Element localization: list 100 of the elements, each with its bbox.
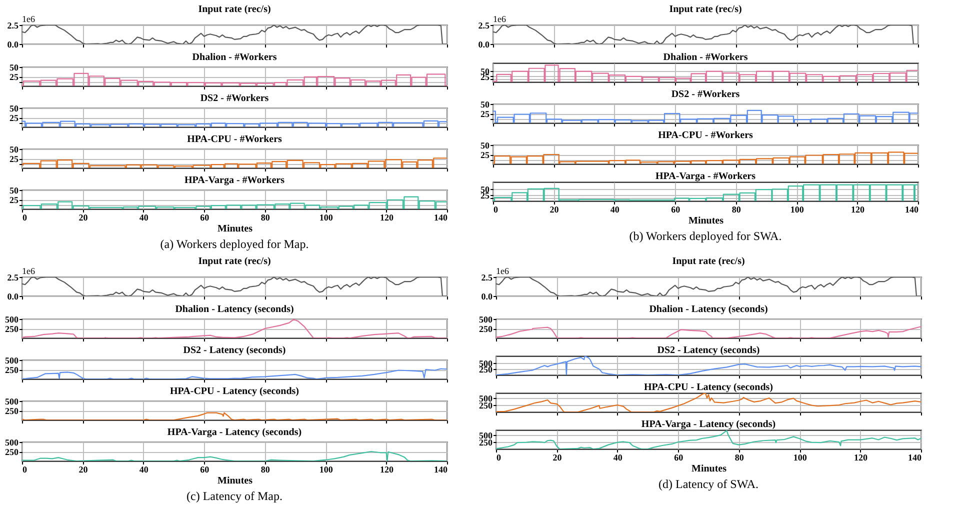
y-tick-label: 50: [10, 62, 19, 72]
x-tick-label: 40: [613, 452, 623, 462]
chart-title: HPA-CPU - #Workers: [187, 134, 282, 145]
chart-title: HPA-Varga - #Workers: [656, 171, 756, 182]
chart-title: Input rate (rec/s): [672, 256, 745, 267]
y-tick-label: 50: [10, 186, 19, 196]
line-series: [496, 356, 921, 375]
y-tick-label: 2.5: [481, 272, 493, 282]
text: 1e6: [496, 266, 510, 276]
text: 1e6: [22, 266, 36, 276]
x-tick-label: 20: [78, 212, 88, 222]
line-series: [496, 393, 921, 412]
chart-title: Dhalion - Latency (seconds): [175, 304, 294, 315]
y-tick-label: 500: [479, 314, 493, 324]
chart-title: HPA-CPU - #Workers: [658, 130, 754, 141]
x-axis-title: Minutes: [218, 476, 253, 486]
x-tick-label: 100: [319, 464, 334, 474]
y-tick-label: 250: [5, 324, 19, 334]
line-series: [496, 326, 921, 338]
y-tick-label: 0.0: [7, 292, 19, 302]
y-tick-label: 25: [480, 109, 490, 119]
y-tick-label: 0.0: [7, 40, 19, 50]
x-tick-label: 60: [200, 212, 210, 222]
line-series: [22, 368, 447, 379]
x-tick-label: 20: [550, 204, 560, 214]
chart-title: DS2 - Latency (seconds): [183, 345, 286, 356]
y-tick-label: 500: [5, 438, 19, 448]
x-axis-title: Minutes: [218, 224, 253, 234]
chart-title: HPA-Varga - #Workers: [184, 175, 285, 186]
y-tick-label: 500: [5, 356, 19, 366]
text: (d) Latency of SWA.: [658, 477, 758, 491]
y-tick-label: 50: [480, 100, 490, 110]
chart-title: Dhalion - #Workers: [663, 52, 748, 63]
x-tick-label: 100: [790, 204, 804, 214]
text: (a) Workers deployed for Map.: [160, 237, 309, 251]
text: 1e6: [22, 14, 36, 24]
y-tick-label: 25: [10, 195, 19, 205]
y-tick-label: 25: [10, 154, 19, 164]
y-tick-label: 250: [479, 324, 493, 334]
x-tick-label: 80: [734, 452, 744, 462]
chart-title: Dhalion - Latency (seconds): [649, 304, 768, 315]
line-series: [22, 25, 447, 44]
line-series: [22, 277, 447, 296]
x-tick-label: 140: [434, 464, 448, 474]
x-tick-label: 120: [380, 464, 394, 474]
x-tick-label: 60: [200, 464, 210, 474]
y-tick-label: 2.5: [7, 20, 19, 30]
y-tick-label: 25: [480, 150, 490, 160]
x-tick-label: 80: [260, 464, 270, 474]
chart-title: HPA-CPU - Latency (seconds): [644, 382, 773, 393]
line-series: [22, 450, 447, 461]
x-tick-label: 40: [610, 204, 620, 214]
y-tick-label: 250: [5, 406, 19, 416]
x-tick-label: 60: [674, 452, 684, 462]
y-tick-label: 2.5: [7, 272, 19, 282]
x-tick-label: 0: [496, 452, 502, 462]
chart-title: DS2 - Latency (seconds): [657, 345, 760, 356]
y-tick-label: 250: [5, 365, 19, 375]
x-tick-label: 100: [319, 212, 334, 222]
line-series: [22, 319, 447, 338]
x-tick-label: 40: [139, 464, 149, 474]
text: (c) Latency of Map.: [186, 489, 282, 503]
y-tick-label: 50: [480, 140, 490, 150]
x-tick-label: 40: [139, 212, 149, 222]
line-series: [493, 25, 918, 44]
x-tick-label: 140: [905, 204, 919, 214]
x-tick-label: 120: [380, 212, 394, 222]
x-tick-label: 20: [552, 452, 562, 462]
x-axis-title: Minutes: [688, 216, 724, 226]
x-tick-label: 0: [494, 204, 498, 214]
chart-title: Input rate (rec/s): [198, 256, 271, 267]
y-tick-label: 25: [10, 72, 19, 82]
y-tick-label: 50: [10, 104, 19, 114]
x-tick-label: 60: [671, 204, 681, 214]
x-tick-label: 140: [434, 212, 448, 222]
chart-title: HPA-Varga - Latency (seconds): [167, 427, 302, 438]
x-tick-label: 0: [22, 464, 28, 474]
chart-title: HPA-Varga - Latency (seconds): [641, 419, 776, 430]
x-tick-label: 100: [793, 452, 808, 462]
y-tick-label: 0.0: [478, 40, 490, 50]
line-series: [22, 412, 447, 420]
chart-title: DS2 - #Workers: [200, 93, 269, 104]
chart-title: Input rate (rec/s): [198, 4, 271, 15]
y-tick-label: 500: [5, 396, 19, 406]
chart-title: DS2 - #Workers: [671, 89, 740, 100]
chart-title: Dhalion - #Workers: [192, 52, 277, 63]
x-tick-label: 20: [78, 464, 88, 474]
line-series: [496, 430, 921, 449]
x-tick-label: 0: [22, 212, 28, 222]
y-tick-label: 500: [5, 314, 19, 324]
y-tick-label: 50: [10, 144, 19, 154]
text: (b) Workers deployed for SWA.: [629, 229, 782, 243]
y-tick-label: 2.5: [478, 20, 490, 30]
line-series: [496, 277, 921, 296]
y-tick-label: 0.0: [481, 292, 493, 302]
x-tick-label: 140: [908, 452, 922, 462]
x-tick-label: 120: [851, 204, 866, 214]
chart-title: Input rate (rec/s): [669, 4, 742, 15]
x-tick-label: 80: [260, 212, 270, 222]
chart-title: HPA-CPU - Latency (seconds): [170, 386, 299, 397]
